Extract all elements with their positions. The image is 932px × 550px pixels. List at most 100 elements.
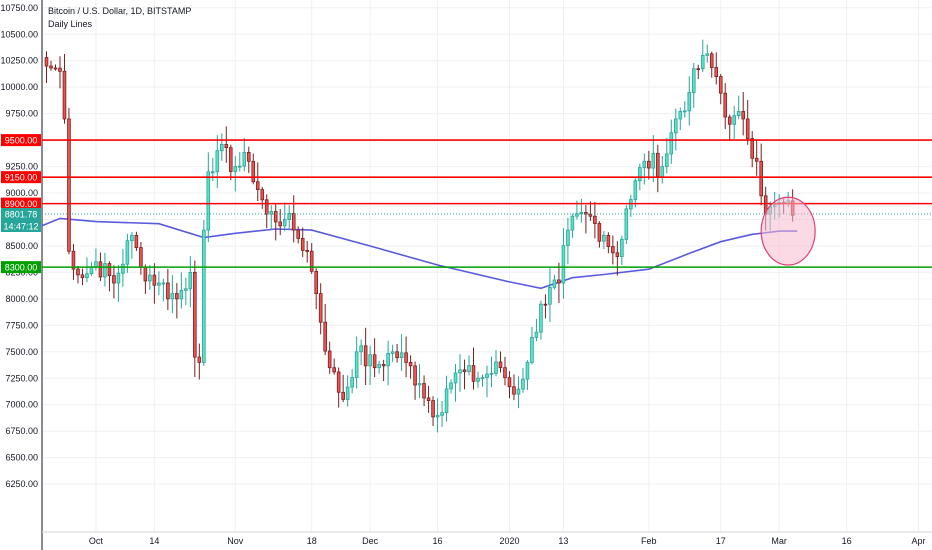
candle [359, 339, 363, 366]
candle [233, 156, 238, 192]
candle-body [543, 303, 548, 306]
candle-body [404, 352, 408, 363]
candle [148, 265, 152, 290]
candle [647, 150, 651, 180]
candle [422, 375, 426, 407]
level-label: 8900.00 [5, 199, 38, 209]
candles [44, 39, 795, 433]
candle-body [606, 234, 611, 247]
candle [534, 318, 539, 342]
candle [665, 137, 669, 174]
candle [696, 64, 701, 80]
candle [714, 52, 719, 85]
candle-body [242, 152, 247, 167]
candle-body [512, 386, 516, 395]
candle-body [503, 367, 507, 379]
candle [390, 344, 395, 362]
candle-body [638, 167, 642, 182]
candle [260, 186, 265, 209]
candle [291, 195, 296, 243]
candle [669, 119, 674, 164]
candle [593, 201, 597, 239]
candle-body [260, 189, 265, 201]
candle-body [750, 138, 754, 159]
candle [548, 267, 552, 323]
candle [372, 338, 377, 378]
level-label: 8300.00 [5, 263, 38, 273]
candle [220, 133, 224, 161]
candle [656, 144, 660, 193]
candle [323, 303, 327, 356]
candle [273, 203, 278, 241]
candle-body [179, 289, 184, 300]
candle [49, 60, 53, 71]
candle [759, 143, 763, 206]
candle-body [682, 110, 687, 113]
candle-body [736, 111, 741, 117]
candle-body [184, 288, 188, 291]
candle [350, 369, 354, 394]
candle-body [588, 213, 593, 217]
candle-body [130, 234, 134, 242]
candle [431, 396, 435, 427]
candle [336, 367, 341, 408]
candle-body [462, 369, 467, 373]
candle-body [193, 272, 197, 358]
x-tick-label: 17 [716, 536, 726, 546]
candle-body [431, 400, 435, 418]
candle [296, 226, 301, 244]
candle-body [633, 180, 638, 200]
highlight-annotation[interactable] [760, 196, 816, 266]
highlight-ellipse [760, 196, 816, 266]
candle-body [597, 223, 602, 242]
x-tick-label: Feb [641, 536, 657, 546]
candle-body [291, 213, 296, 231]
candle-body [363, 345, 368, 367]
candle [242, 138, 247, 172]
candle [606, 232, 611, 254]
candle [318, 283, 323, 335]
candle [224, 126, 229, 163]
candle [255, 162, 260, 201]
candle [345, 375, 350, 407]
candle-body [741, 111, 746, 120]
current-price-label-bg [1, 208, 41, 233]
candle-body [152, 274, 157, 286]
candle [395, 343, 399, 363]
y-tick-label: 10250.00 [0, 56, 38, 66]
moving-average-line [41, 217, 798, 290]
candle [130, 231, 134, 259]
x-tick-label: 2020 [499, 536, 519, 546]
candle-body [476, 377, 480, 382]
candle [516, 376, 521, 409]
candle-body [53, 67, 58, 70]
candle [58, 56, 62, 89]
candle-body [98, 261, 103, 278]
candle-body [264, 199, 269, 215]
candle-body [390, 351, 395, 354]
candle [754, 139, 759, 176]
candle [611, 235, 615, 265]
candle-body [188, 272, 193, 290]
candle-body [273, 211, 278, 223]
candle [175, 283, 179, 319]
level-label-bg [1, 261, 41, 274]
candle [377, 360, 381, 374]
chart-subtitle: Daily Lines [48, 19, 93, 29]
candle [503, 356, 507, 386]
candle-body [278, 221, 283, 227]
candle-body [341, 391, 345, 400]
candle [624, 205, 629, 245]
candle-body [494, 361, 498, 374]
candle [404, 336, 408, 378]
y-tick-label: 6750.00 [5, 426, 38, 436]
candle [597, 221, 602, 248]
candle [521, 368, 525, 393]
candle-body [642, 160, 647, 169]
candle [570, 213, 575, 238]
candle-body [669, 132, 674, 155]
candle-body [566, 229, 570, 247]
candle-body [224, 144, 229, 149]
